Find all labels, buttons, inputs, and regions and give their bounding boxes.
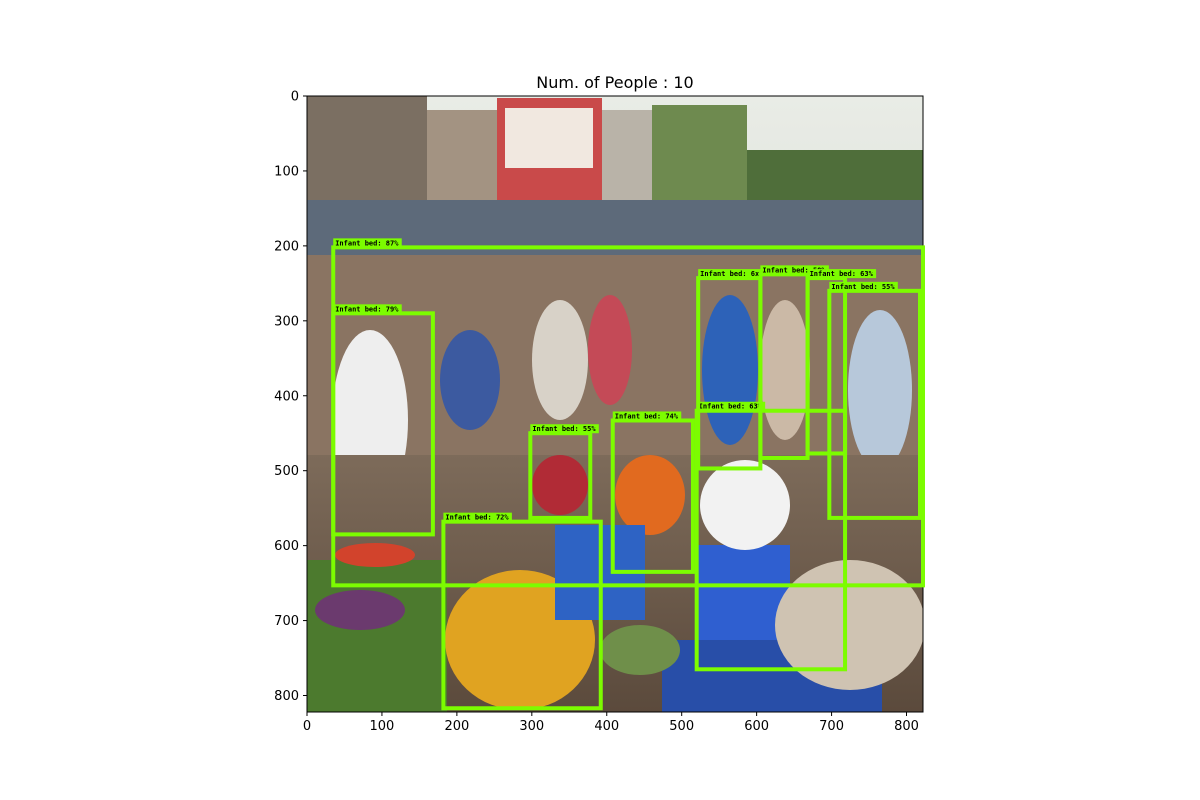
- market-crowd-photo: [307, 96, 923, 712]
- detection-label-bg: [443, 512, 512, 522]
- detection-label-bg: [829, 281, 898, 291]
- y-tick-label: 0: [291, 90, 299, 105]
- x-tick-label: 600: [744, 719, 769, 734]
- y-tick-label: 400: [274, 389, 299, 404]
- y-tick-label: 100: [274, 164, 299, 179]
- detection-label: Infant bed: 63%: [810, 270, 874, 278]
- detection-boxes: Infant bed: 87% Infant bed: 79% Infant bed…: [331, 238, 925, 711]
- x-tick-label: 400: [594, 719, 619, 734]
- detection-label: Infant bed: 50%: [762, 266, 826, 274]
- y-tick-label: 800: [274, 689, 299, 704]
- y-tick-label: 700: [274, 614, 299, 629]
- detection-label: Infant bed: 55%: [831, 283, 895, 291]
- detection-label-bg: [807, 269, 877, 279]
- x-tick-label: 200: [444, 719, 469, 734]
- detection-label: Infant bed: 63%: [699, 403, 763, 411]
- y-tick-label: 200: [274, 239, 299, 254]
- y-axis-ticks: 0 100 200 300 400 500 600 700 800: [274, 90, 307, 704]
- detection-label-bg: [760, 265, 829, 275]
- y-tick-label: 500: [274, 464, 299, 479]
- y-tick-label: 600: [274, 539, 299, 554]
- detection-label-bg: [530, 424, 599, 434]
- detection-box: [441, 519, 603, 711]
- x-axis-ticks: 0 100 200 300 400 500 600 700 800: [303, 712, 919, 734]
- detection-label: Infant bed: 72%: [445, 514, 509, 522]
- y-tick-label: 300: [274, 314, 299, 329]
- detection-label-bg: [696, 401, 766, 411]
- x-tick-label: 300: [519, 719, 544, 734]
- detection-label: Infant bed: 6x: [700, 270, 760, 278]
- detection-label-bg: [333, 238, 402, 248]
- detection-label: Infant bed: 87%: [335, 239, 399, 247]
- x-tick-label: 0: [303, 719, 311, 734]
- detection-label: Infant bed: 79%: [335, 305, 399, 313]
- detection-label-bg: [333, 304, 402, 314]
- detection-label: Infant bed: 74%: [615, 412, 679, 420]
- x-tick-label: 500: [669, 719, 694, 734]
- detection-box: [694, 408, 848, 672]
- detection-label: Infant bed: 55%: [532, 425, 596, 433]
- chart-title: Num. of People : 10: [536, 73, 693, 92]
- x-tick-label: 800: [894, 719, 919, 734]
- detection-label-bg: [698, 269, 763, 279]
- x-tick-label: 100: [370, 719, 395, 734]
- x-tick-label: 700: [819, 719, 844, 734]
- detection-label-bg: [612, 411, 682, 421]
